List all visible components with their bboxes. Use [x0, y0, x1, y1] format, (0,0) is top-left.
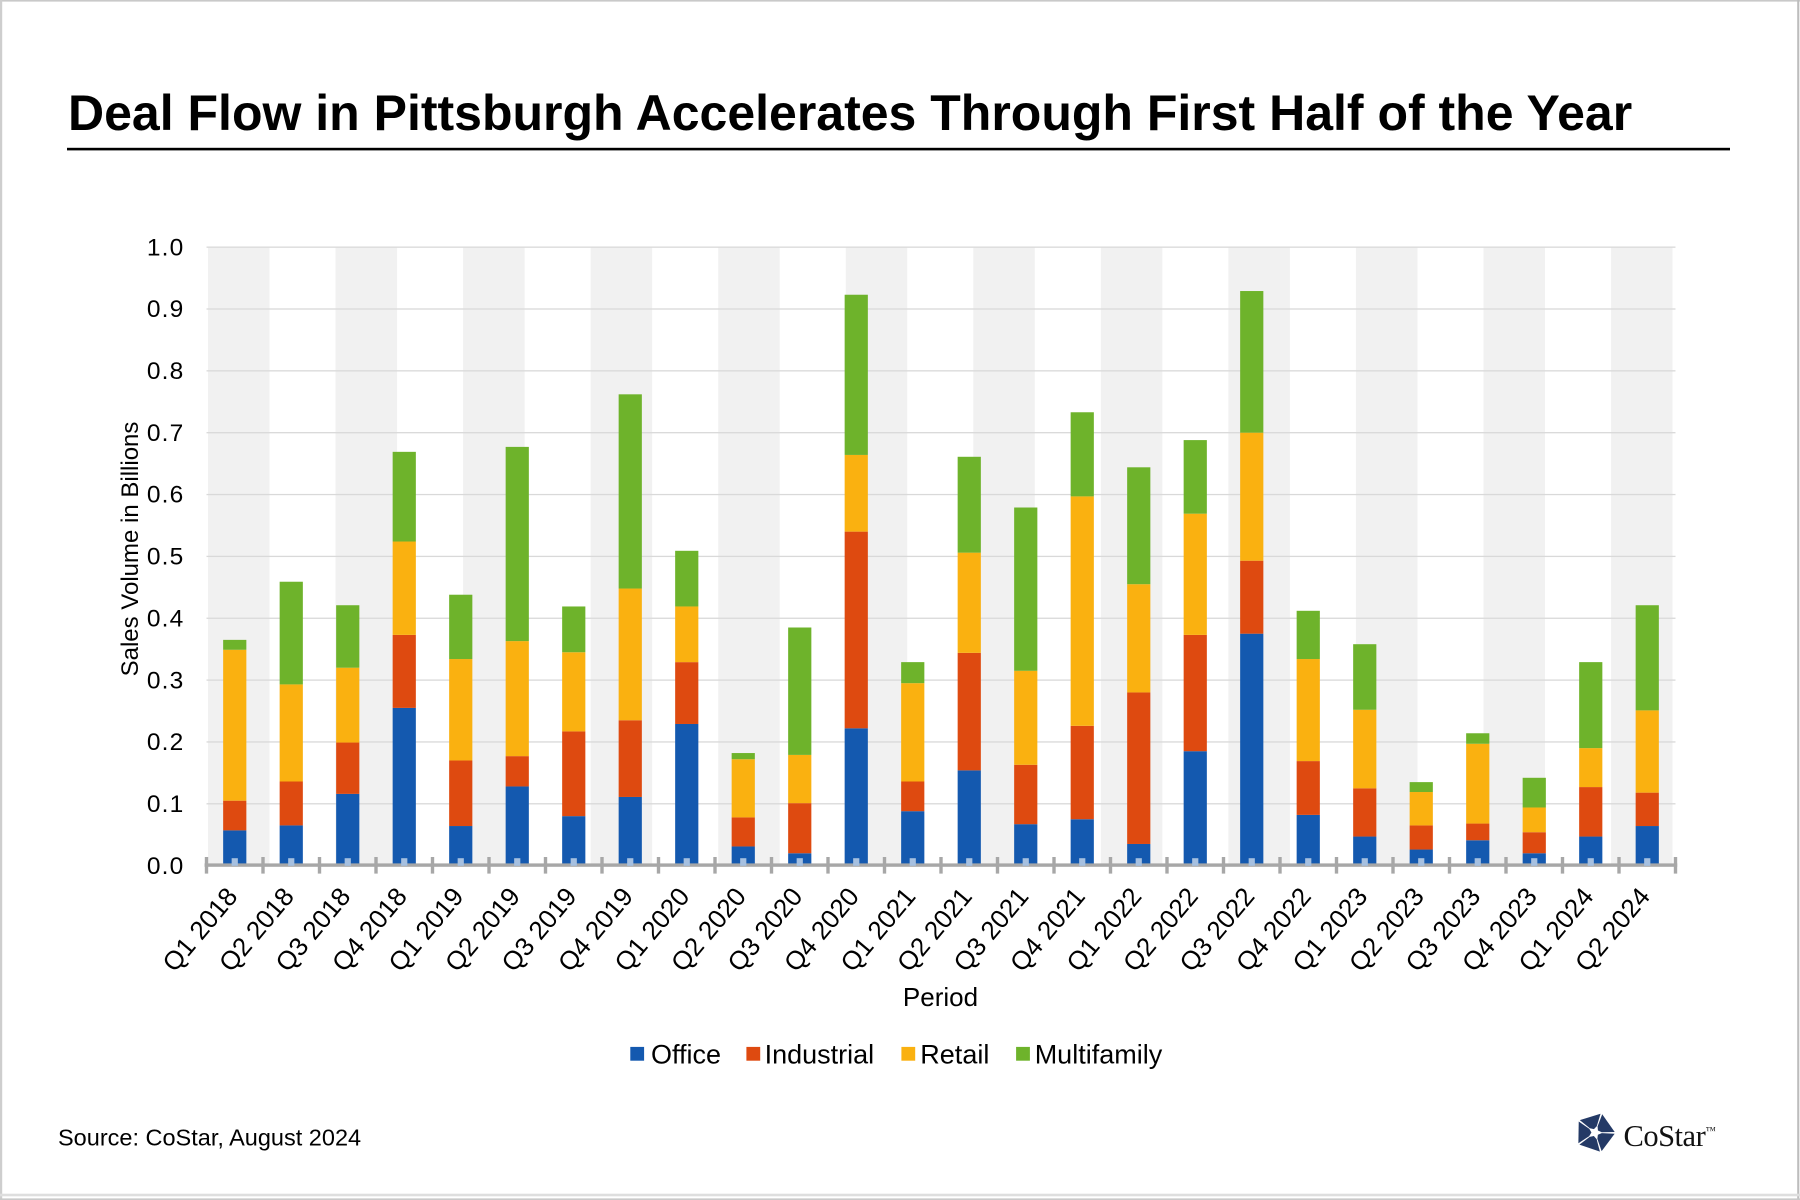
svg-text:Source: CoStar, August 2024: Source: CoStar, August 2024 — [58, 1125, 361, 1151]
svg-text:0.7: 0.7 — [147, 420, 185, 447]
svg-text:Retail: Retail — [920, 1040, 989, 1070]
svg-text:Office: Office — [651, 1040, 721, 1070]
svg-text:0.3: 0.3 — [147, 667, 185, 694]
svg-text:Multifamily: Multifamily — [1035, 1040, 1163, 1070]
svg-text:0.9: 0.9 — [147, 296, 185, 323]
svg-text:Period: Period — [903, 982, 978, 1012]
svg-text:0.6: 0.6 — [147, 482, 185, 509]
svg-text:Industrial: Industrial — [765, 1040, 875, 1070]
svg-text:Sales Volume in Billions: Sales Volume in Billions — [117, 422, 144, 677]
svg-text:0.5: 0.5 — [147, 544, 185, 571]
svg-text:Deal Flow in Pittsburgh Accele: Deal Flow in Pittsburgh Accelerates Thro… — [68, 85, 1632, 141]
svg-text:0.0: 0.0 — [147, 853, 185, 880]
svg-text:™: ™ — [1706, 1126, 1716, 1137]
svg-text:0.4: 0.4 — [147, 605, 185, 632]
svg-text:0.8: 0.8 — [147, 358, 185, 385]
svg-text:CoStar: CoStar — [1624, 1119, 1706, 1153]
svg-text:1.0: 1.0 — [147, 234, 185, 261]
svg-text:0.1: 0.1 — [147, 791, 185, 818]
svg-text:0.2: 0.2 — [147, 729, 185, 756]
